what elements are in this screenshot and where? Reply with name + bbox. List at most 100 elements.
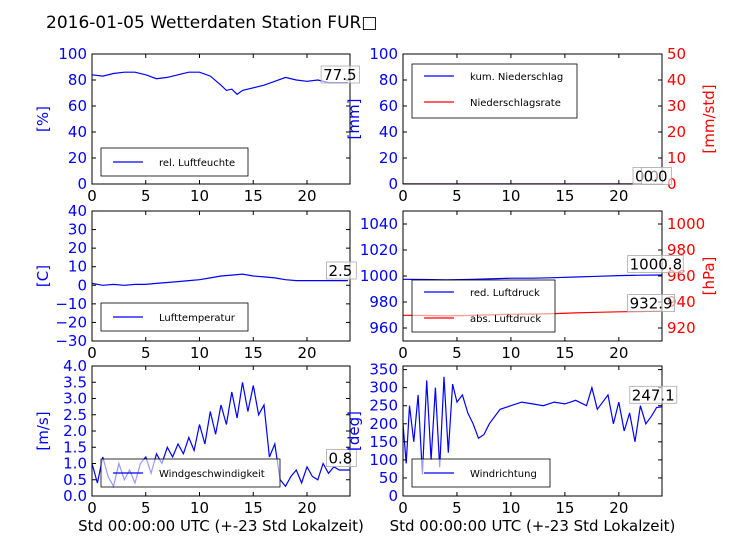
series-line-0: [92, 273, 348, 286]
value-annotation: 77.5: [323, 66, 356, 84]
x-tick-label: 5: [141, 499, 151, 517]
y-tick-label: 40: [379, 123, 398, 141]
y-tick-label: 40: [68, 202, 87, 220]
y-tick-label: 0.5: [63, 471, 87, 489]
x-tick-label: 5: [141, 187, 151, 205]
y-tick-label: 2.5: [63, 406, 87, 424]
y-tick-label: 250: [369, 397, 398, 415]
legend: Windrichtung: [411, 458, 551, 488]
value-annotation: 0.8: [329, 450, 353, 468]
y2-tick-label: 1000: [667, 215, 705, 233]
x-tick-label: 10: [190, 499, 209, 517]
value-annotation: 247.1: [632, 386, 675, 404]
y2-tick-label: 10: [667, 149, 686, 167]
figure-title: 2016-01-05 Wetterdaten Station FUR□: [46, 13, 377, 33]
value-annotation-box: [629, 385, 678, 404]
chart-panel-temperature: 0 5 10 15 20−30−20−10010203040[C]Lufttempera…: [34, 202, 357, 362]
x-tick-label: 0: [87, 344, 97, 362]
y-tick-label: 60: [68, 97, 87, 115]
legend-label: red. Luftdruck: [470, 288, 540, 299]
y-tick-label: 300: [369, 379, 398, 397]
plot-frame: [402, 53, 663, 185]
y2-tick-label: 980: [667, 241, 696, 259]
y-axis-label: [m/s]: [34, 411, 52, 450]
series-line-0: [403, 376, 662, 475]
value-annotation-box: [320, 65, 360, 84]
value-annotation-box: [627, 294, 676, 312]
x-tick-label: 20: [609, 499, 628, 517]
chart-panel-pressure: 0 5 10 15 2096098010001020104092094096098010…: [360, 210, 718, 362]
x-tick-label: 0: [398, 499, 408, 517]
series-line-0: [403, 274, 662, 281]
x-tick-label: 20: [297, 344, 316, 362]
legend-label: Windrichtung: [470, 469, 537, 480]
y-axis-label: [mm]: [345, 99, 363, 140]
y-tick-label: 20: [379, 149, 398, 167]
y2-tick-label: 30: [667, 97, 686, 115]
y-tick-label: 1.5: [63, 438, 87, 456]
x-tick-label: 10: [501, 344, 520, 362]
y-tick-label: 150: [369, 433, 398, 451]
y-tick-label: 60: [379, 97, 398, 115]
value-annotation: 0.0: [644, 167, 668, 185]
x-tick-label: 0: [398, 344, 408, 362]
y-axis-label: [%]: [34, 106, 52, 132]
legend: Lufttemperatur: [100, 302, 249, 332]
y2-tick-label: 920: [667, 319, 696, 337]
y-tick-label: 1040: [360, 215, 398, 233]
y-tick-label: 1.0: [63, 455, 87, 473]
legend-box: [411, 279, 556, 333]
legend: kum. Niederschlag Niederschlagsrate: [411, 63, 578, 119]
x-tick-label: 15: [555, 499, 574, 517]
y-tick-label: −20: [55, 313, 87, 331]
y-tick-label: 20: [68, 239, 87, 257]
y-tick-label: 3.5: [63, 373, 87, 391]
legend-label: Niederschlagsrate: [470, 98, 561, 109]
y-tick-label: 0: [388, 175, 398, 193]
x-tick-label: 20: [297, 187, 316, 205]
value-annotation-box: [326, 449, 357, 467]
y-axis-label: [C]: [34, 265, 52, 287]
y-tick-label: 4.0: [63, 357, 87, 375]
x-tick-label: 0: [87, 187, 97, 205]
legend-label: abs. Luftdruck: [470, 314, 541, 325]
value-annotation-box: [627, 255, 684, 273]
y-tick-label: 50: [379, 469, 398, 487]
y2-tick-label: 20: [667, 123, 686, 141]
x-tick-label: 20: [609, 187, 628, 205]
x-tick-label: 15: [244, 499, 263, 517]
x-tick-label: 0: [398, 187, 408, 205]
chart-panel-wind-speed: 0 5 10 15 20 0.00.51.01.52.02.53.03.54.0 [m/s]…: [34, 357, 364, 535]
x-tick-label: 10: [190, 344, 209, 362]
x-tick-label: 15: [244, 187, 263, 205]
y-tick-label: 980: [369, 293, 398, 311]
y2-axis-label: [mm/std]: [700, 84, 718, 153]
y-tick-label: 40: [68, 123, 87, 141]
y-tick-label: 350: [369, 361, 398, 379]
chart-panel-precipitation: 0510152002040608010001020304050[mm][mm/s…: [345, 45, 718, 205]
y-tick-label: 960: [369, 319, 398, 337]
y-tick-label: 1000: [360, 267, 398, 285]
legend: rel. Luftfeuchte: [100, 147, 249, 177]
y2-tick-label: 40: [667, 71, 686, 89]
plot-frame: [402, 365, 663, 497]
x-tick-label: 20: [297, 499, 316, 517]
y2-axis-label: [hPa]: [700, 257, 718, 296]
y-tick-label: 30: [68, 221, 87, 239]
legend-label: Windgeschwindigkeit: [159, 469, 265, 480]
plot-frame: [91, 53, 351, 185]
legend-label: kum. Niederschlag: [470, 72, 563, 83]
x-tick-label: 20: [609, 344, 628, 362]
y-tick-label: −10: [55, 295, 87, 313]
legend: red. Luftdruck abs. Luftdruck: [411, 279, 556, 333]
y-tick-label: 3.0: [63, 390, 87, 408]
y-tick-label: 80: [68, 71, 87, 89]
legend-label: rel. Luftfeuchte: [159, 158, 235, 169]
x-tick-label: 10: [501, 499, 520, 517]
y-tick-label: 100: [58, 45, 87, 63]
x-tick-label: 15: [244, 344, 263, 362]
x-tick-label: 0: [87, 499, 97, 517]
y-tick-label: −30: [55, 332, 87, 350]
